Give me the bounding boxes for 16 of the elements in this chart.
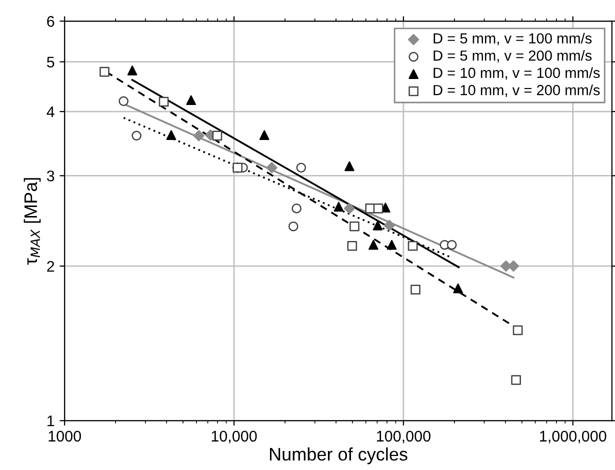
y-tick-label: 3 bbox=[46, 170, 54, 182]
y-tick-label: 4 bbox=[46, 106, 54, 118]
y-axis-title: τ$_{MAX}$ [MPa] bbox=[24, 178, 41, 265]
x-axis-title: Number of cycles bbox=[270, 447, 408, 464]
x-tick-label: 1,000,000 bbox=[540, 430, 606, 444]
y-tick-label: 5 bbox=[46, 56, 54, 68]
legend-label: D = 10 mm, v = 100 mm/s bbox=[434, 67, 600, 80]
y-tick-label: 2 bbox=[47, 260, 54, 272]
y-tick-label: 6 bbox=[47, 16, 54, 27]
x-tick-label: 1000 bbox=[48, 430, 81, 442]
y-tick-label: 1 bbox=[48, 416, 54, 426]
legend-label: D = 10 mm, v = 200 mm/s bbox=[434, 84, 600, 97]
x-tick-label: 10,000 bbox=[212, 430, 257, 444]
legend-label: D = 5 mm, v = 200 mm/s bbox=[434, 50, 592, 62]
legend-label: D = 5 mm, v = 100 mm/s bbox=[434, 32, 592, 46]
x-tick-label: 100,000 bbox=[377, 430, 430, 444]
